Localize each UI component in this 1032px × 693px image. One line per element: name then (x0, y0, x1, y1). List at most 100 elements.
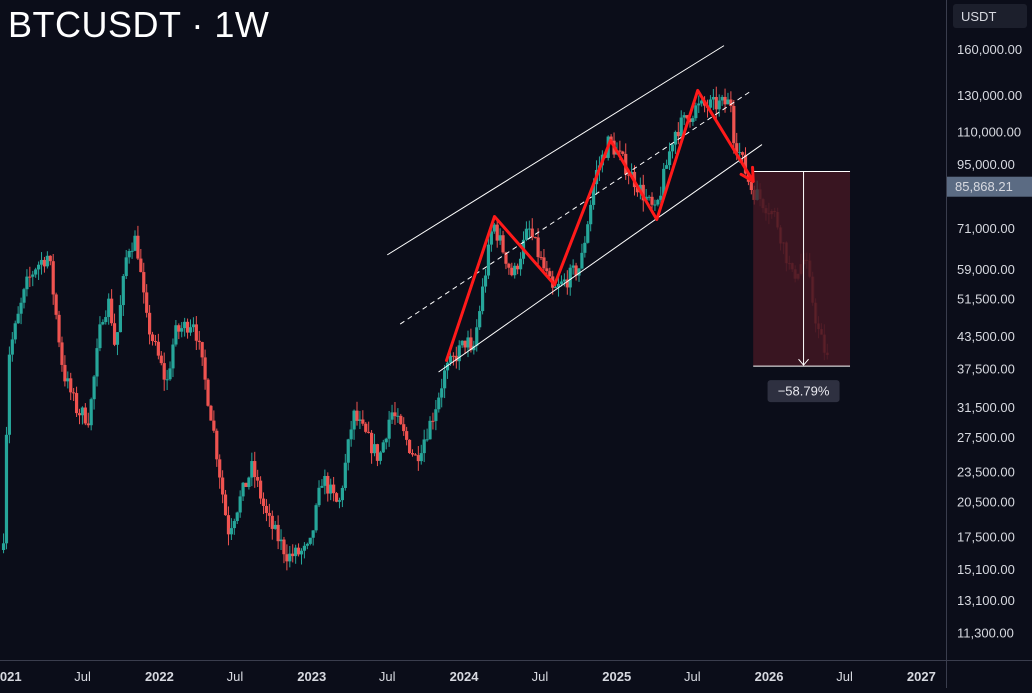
candle-body (133, 235, 137, 251)
candle-body (95, 348, 99, 377)
candle-body (215, 430, 219, 460)
candle-body (466, 337, 470, 348)
y-tick-label: 95,000.00 (957, 157, 1015, 172)
candle-body (247, 477, 251, 487)
candle-body (740, 152, 745, 155)
candle-body (296, 547, 301, 555)
candle-body (410, 453, 415, 455)
candle-body (454, 355, 458, 362)
x-tick-label: Jul (532, 669, 549, 684)
candle-body (86, 423, 90, 426)
candle-body (294, 547, 298, 557)
candle-body (115, 332, 120, 345)
zigzag-layer (445, 88, 755, 362)
candle-body (489, 231, 493, 245)
candle-body (63, 364, 67, 382)
candle-body (349, 429, 353, 440)
candle-body (688, 118, 692, 122)
candle-body (656, 199, 660, 205)
candle-body (527, 228, 531, 230)
candle-body (618, 150, 622, 152)
candle-body (264, 505, 269, 513)
candle-body (98, 324, 102, 349)
candle-body (212, 420, 216, 431)
candle-body (139, 258, 143, 273)
price-axis-background (946, 0, 1032, 688)
x-tick-label: 2025 (602, 669, 631, 684)
candle-body (19, 302, 23, 314)
candle-body (7, 354, 11, 435)
y-tick-label: 130,000.00 (957, 88, 1022, 103)
candle-body (425, 439, 429, 441)
candle-body (641, 184, 645, 201)
candle-body (504, 252, 508, 264)
candle-body (586, 224, 590, 243)
candle-body (518, 258, 523, 270)
candle-body (381, 442, 385, 453)
candle-body (267, 512, 271, 516)
candle-body (562, 279, 566, 282)
candle-body (495, 224, 499, 241)
candle-body (60, 342, 64, 365)
candle-body (22, 289, 26, 303)
candle-body (475, 327, 479, 346)
candle-body (387, 419, 391, 439)
candle-body (577, 268, 581, 276)
chart-title: BTCUSDT · 1W (8, 4, 270, 45)
projection-change-badge (767, 380, 840, 403)
candle-body (110, 298, 114, 324)
candle-body (323, 475, 327, 486)
candle-body (591, 184, 596, 205)
y-tick-label: 59,000.00 (957, 262, 1015, 277)
candle-body (665, 165, 669, 169)
projection-layer: −58.79% (753, 171, 851, 403)
candle-body (720, 96, 724, 101)
candle-body (378, 452, 382, 461)
x-tick-label: Jul (836, 669, 853, 684)
candle-body (711, 96, 715, 100)
x-tick-label: 2023 (297, 669, 326, 684)
candle-body (177, 325, 181, 332)
candle-body (697, 103, 701, 106)
candle-body (627, 174, 631, 176)
zigzag-arrow-head (739, 165, 755, 183)
candle-body (729, 99, 733, 106)
candle-body (191, 324, 196, 328)
candle-body (156, 341, 160, 356)
candle-body (39, 259, 44, 265)
candle-body (428, 420, 432, 440)
candle-body (565, 279, 569, 288)
y-tick-label: 51,500.00 (957, 292, 1015, 307)
candle-body (221, 477, 225, 495)
candle-body (407, 439, 412, 454)
x-tick-label: Jul (74, 669, 91, 684)
candle-body (258, 480, 263, 499)
candle-body (89, 399, 93, 426)
candle-body (16, 313, 20, 324)
candle-body (10, 339, 14, 355)
candle-body (434, 409, 438, 422)
candle-body (77, 413, 82, 416)
candle-body (524, 228, 529, 240)
candle-body (749, 181, 753, 191)
candle-body (443, 370, 447, 389)
y-tick-label: 15,100.00 (957, 562, 1015, 577)
candle-body (66, 378, 70, 382)
candle-body (375, 444, 380, 461)
candle-body (422, 439, 426, 454)
candle-body (57, 314, 61, 343)
candle-body (530, 228, 534, 237)
candle-body (183, 321, 187, 329)
y-tick-label: 27,500.00 (957, 430, 1015, 445)
candle-body (218, 459, 222, 478)
candle-body (738, 152, 742, 154)
candle-body (402, 424, 406, 432)
candle-body (162, 363, 166, 380)
candle-body (250, 461, 254, 478)
candle-body (74, 393, 79, 414)
candle-body (285, 554, 289, 562)
last-price-tag (947, 176, 1032, 197)
